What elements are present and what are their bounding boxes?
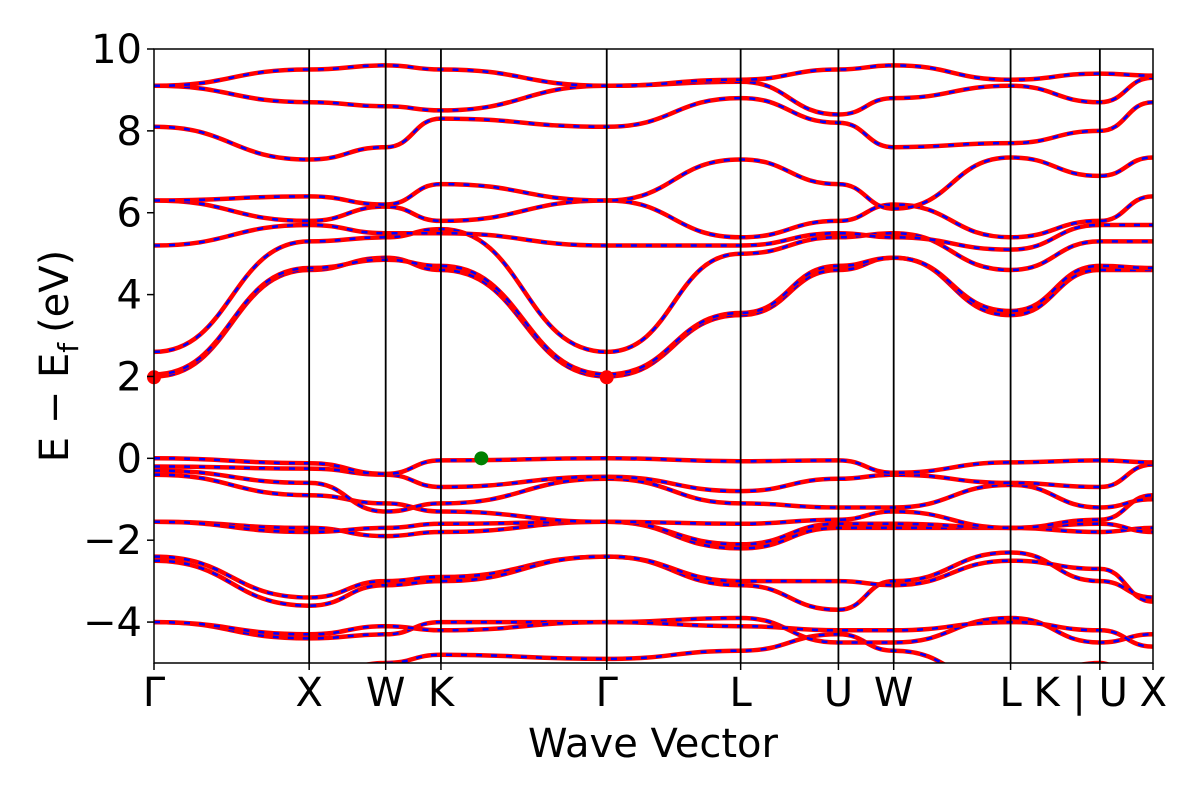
y-tick-label: 0	[117, 436, 142, 482]
band-line-spin-down	[154, 551, 1153, 612]
band-line-spin-down	[154, 469, 1153, 513]
band-line-spin-down	[154, 195, 1153, 239]
y-axis-label-unit: (eV)	[32, 250, 78, 333]
band-line-spin-down	[154, 156, 1153, 210]
band-line-spin-down	[154, 96, 1153, 161]
y-axis-label-subscript: f	[52, 342, 85, 353]
x-tick-label: U	[824, 670, 853, 716]
plot-frame	[153, 48, 1154, 664]
x-tick-label: W	[874, 670, 914, 716]
band-line-spin-down	[154, 520, 1153, 546]
band-line-spin-up	[154, 222, 1153, 252]
x-tick-label: X	[295, 670, 322, 716]
band-line-spin-down	[154, 256, 1153, 376]
y-axis-label-main: E − E	[32, 353, 78, 463]
band-line-spin-down	[154, 227, 1153, 354]
band-line-spin-down	[154, 520, 1153, 550]
x-tick-label: L	[729, 670, 752, 716]
y-tick-label: 6	[117, 191, 142, 237]
y-tick-label: −2	[83, 518, 142, 564]
x-tick-label: K | U	[1033, 670, 1127, 716]
x-tick-label: W	[366, 670, 406, 716]
x-tick-label: L	[999, 670, 1022, 716]
x-axis-label: Wave Vector	[528, 721, 779, 767]
y-tick-label: 10	[91, 27, 142, 73]
band-line-spin-down	[154, 463, 1153, 493]
band-line-spin-down	[154, 616, 1153, 644]
band-line-spin-up	[364, 632, 1110, 663]
y-tick-label: 8	[117, 109, 142, 155]
x-tick-label: Γ	[596, 670, 619, 716]
band-line-spin-down	[154, 473, 1153, 530]
y-tick-label: 2	[117, 354, 142, 400]
band-line-spin-down	[154, 620, 1153, 648]
y-tick-label: −4	[83, 600, 142, 646]
band-line-spin-down	[154, 555, 1153, 607]
x-tick-label: Γ	[143, 670, 166, 716]
y-tick-label: 4	[117, 273, 142, 319]
y-axis-label: E − Ef (eV)	[32, 250, 85, 463]
cbm-marker	[599, 370, 614, 385]
x-tick-label: X	[1140, 670, 1167, 716]
vbm-marker	[474, 451, 489, 466]
x-tick-label: K	[428, 670, 456, 716]
